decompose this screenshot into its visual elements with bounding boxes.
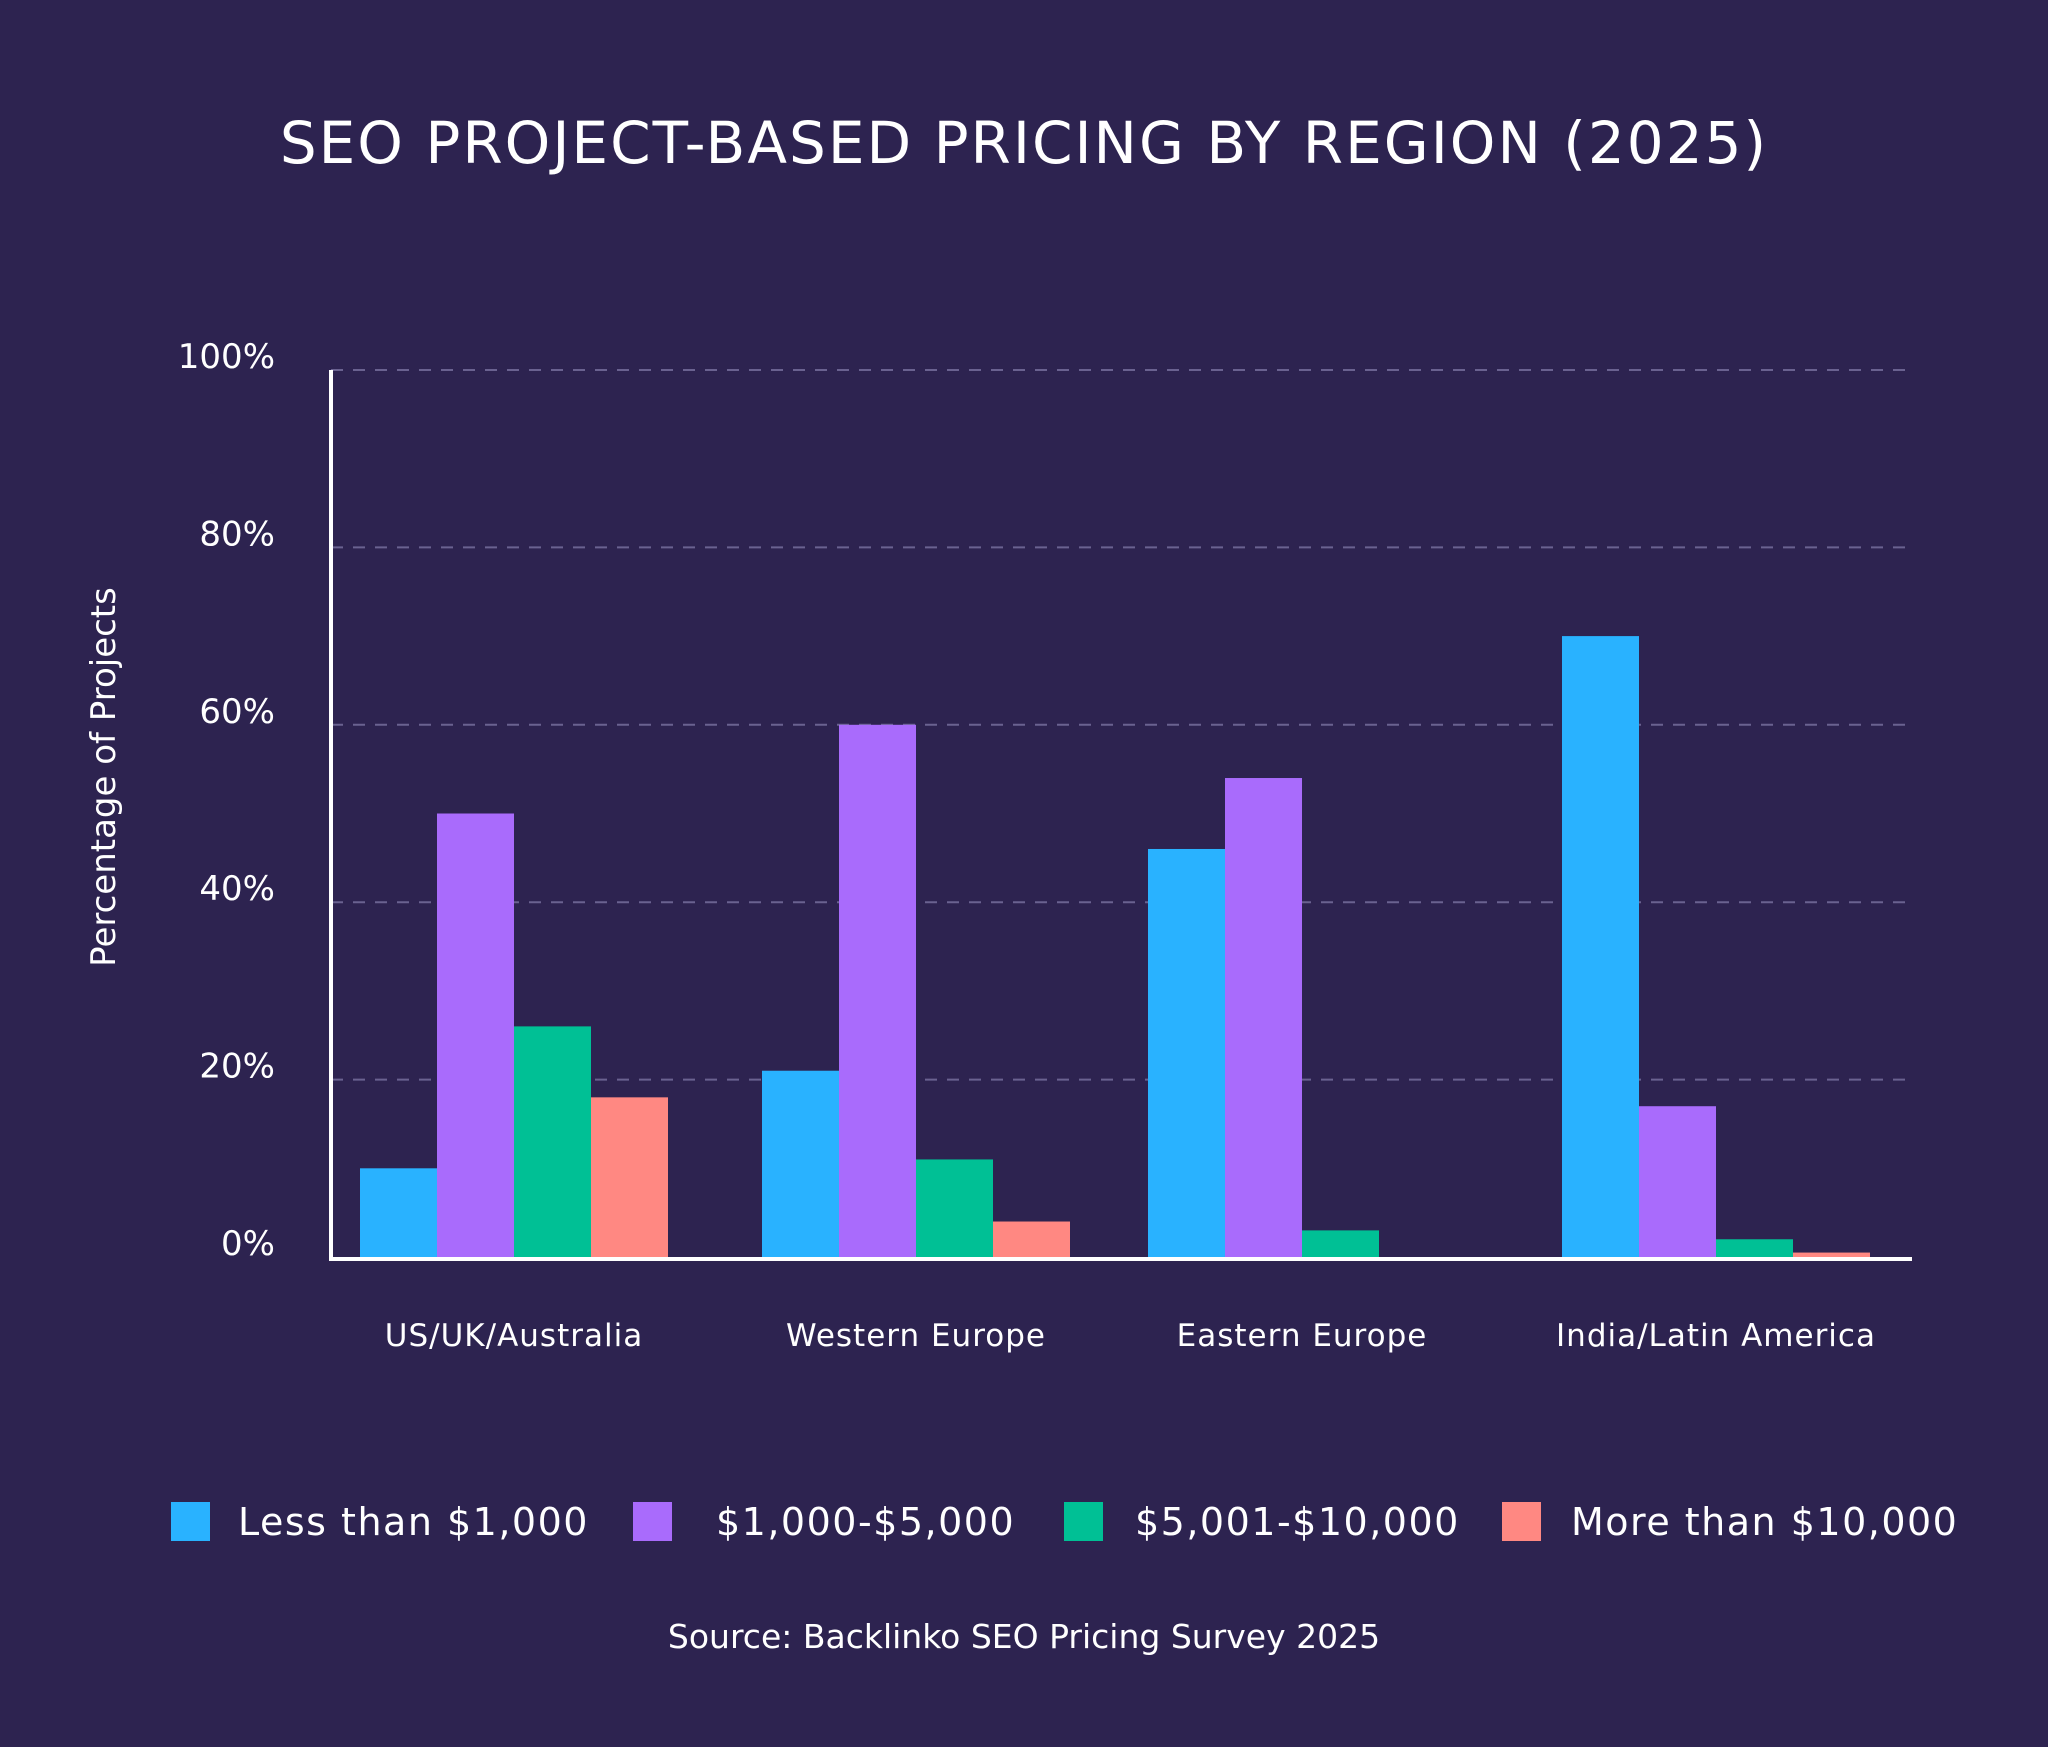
bar-0-3	[1562, 636, 1639, 1257]
legend-label: Less than $1,000	[238, 1500, 589, 1544]
bar-0-0	[360, 1168, 437, 1257]
legend-swatch	[1502, 1502, 1541, 1541]
bar-1-2	[1225, 778, 1302, 1257]
bar-2-0	[514, 1026, 591, 1257]
legend-swatch	[171, 1502, 210, 1541]
y-tick-label: 60%	[199, 692, 275, 732]
y-axis-label: Percentage of Projects	[84, 587, 124, 967]
bar-1-1	[839, 724, 916, 1257]
bar-3-3	[1793, 1252, 1870, 1257]
legend-label: $1,000-$5,000	[716, 1500, 1015, 1544]
legend-label: $5,001-$10,000	[1135, 1500, 1460, 1544]
y-tick-label: 20%	[199, 1047, 275, 1087]
chart-title: SEO PROJECT-BASED PRICING BY REGION (202…	[280, 109, 1768, 177]
x-tick-label: India/Latin America	[1556, 1318, 1876, 1354]
bar-0-2	[1148, 848, 1225, 1257]
bar-3-0	[591, 1097, 668, 1257]
x-tick-labels: US/UK/Australia Western Europe Eastern Eur…	[385, 1318, 1876, 1354]
bar-1-0	[437, 813, 514, 1257]
bar-2-2	[1302, 1230, 1379, 1257]
y-tick-label: 0%	[221, 1224, 275, 1264]
y-tick-label: 100%	[178, 337, 275, 377]
bar-3-1	[993, 1221, 1070, 1257]
y-tick-label: 40%	[199, 869, 275, 909]
y-ticks: 0% 20% 40% 60% 80% 100%	[178, 337, 275, 1264]
bar-1-3	[1639, 1106, 1716, 1257]
gridlines	[331, 369, 1912, 1081]
legend-swatch	[633, 1502, 672, 1541]
source-note: Source: Backlinko SEO Pricing Survey 202…	[668, 1617, 1380, 1656]
bar-2-1	[916, 1159, 993, 1257]
x-tick-label: Eastern Europe	[1177, 1318, 1428, 1354]
bars	[360, 636, 1870, 1257]
bar-0-1	[762, 1070, 839, 1257]
x-tick-label: Western Europe	[786, 1318, 1046, 1354]
legend: Less than $1,000 $1,000-$5,000 $5,001-$10,…	[171, 1500, 1958, 1544]
bar-2-3	[1716, 1239, 1793, 1257]
legend-swatch	[1064, 1502, 1103, 1541]
x-tick-label: US/UK/Australia	[385, 1318, 643, 1354]
legend-label: More than $10,000	[1571, 1500, 1958, 1544]
y-tick-label: 80%	[199, 514, 275, 554]
